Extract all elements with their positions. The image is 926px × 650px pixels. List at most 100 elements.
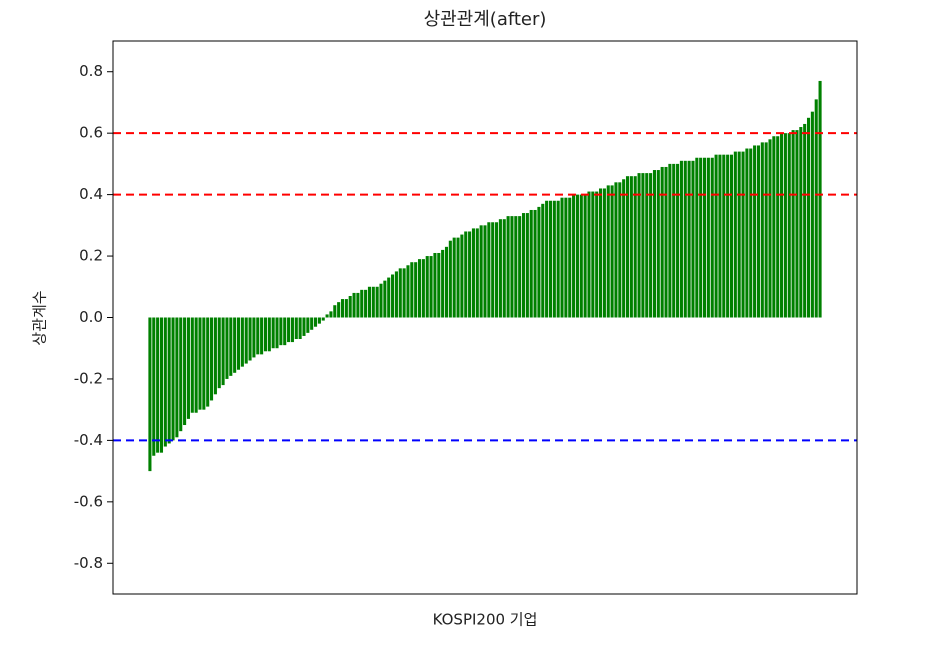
bar bbox=[260, 317, 264, 355]
bar bbox=[618, 182, 622, 318]
bar bbox=[552, 200, 556, 318]
bar bbox=[780, 133, 784, 318]
y-tick-label: -0.2 bbox=[74, 369, 103, 387]
bar bbox=[737, 151, 741, 318]
bar bbox=[518, 216, 522, 318]
bar bbox=[637, 173, 641, 318]
bar bbox=[159, 317, 164, 453]
y-axis-label: 상관계수 bbox=[31, 290, 49, 345]
bar bbox=[383, 280, 387, 318]
bar bbox=[167, 317, 171, 444]
bar bbox=[729, 154, 734, 318]
bar bbox=[379, 283, 383, 318]
bar bbox=[702, 157, 707, 318]
bar bbox=[756, 145, 760, 318]
bar bbox=[741, 151, 745, 318]
y-tick-label: -0.8 bbox=[74, 554, 103, 572]
bar bbox=[421, 259, 425, 318]
bar bbox=[753, 145, 757, 318]
y-tick-label: 0.2 bbox=[79, 247, 103, 265]
bar bbox=[206, 317, 210, 407]
bar bbox=[283, 317, 287, 346]
bar bbox=[541, 203, 545, 318]
bar bbox=[760, 142, 764, 318]
bar bbox=[652, 170, 657, 318]
bar bbox=[537, 206, 541, 318]
bar bbox=[733, 151, 737, 318]
bar bbox=[579, 194, 583, 318]
bar bbox=[722, 154, 726, 318]
bar bbox=[325, 314, 329, 318]
bar bbox=[317, 317, 321, 324]
bar bbox=[799, 127, 803, 318]
bar bbox=[302, 317, 306, 336]
y-tick-label: -0.6 bbox=[74, 492, 103, 510]
bar bbox=[194, 317, 198, 413]
bar bbox=[491, 222, 495, 318]
bar bbox=[163, 317, 167, 447]
bar bbox=[198, 317, 202, 410]
bar bbox=[406, 265, 410, 318]
bar bbox=[290, 317, 294, 343]
bar bbox=[587, 191, 591, 318]
bar bbox=[398, 268, 402, 318]
bar bbox=[464, 231, 468, 318]
bar bbox=[602, 188, 606, 318]
plot-frame bbox=[112, 40, 858, 595]
bar bbox=[649, 173, 653, 318]
bar bbox=[448, 240, 452, 318]
bar bbox=[425, 256, 429, 318]
bar bbox=[610, 185, 614, 318]
bar bbox=[683, 160, 687, 318]
bar bbox=[360, 289, 364, 318]
bar bbox=[764, 142, 768, 318]
bar bbox=[672, 163, 676, 318]
bar bbox=[329, 311, 333, 318]
bar bbox=[614, 182, 618, 318]
bar bbox=[348, 295, 352, 318]
bar bbox=[225, 317, 229, 379]
bar bbox=[514, 216, 518, 318]
bar bbox=[356, 292, 360, 318]
bar bbox=[521, 213, 526, 318]
bar bbox=[414, 262, 418, 318]
bar bbox=[726, 154, 730, 318]
bar bbox=[394, 271, 398, 318]
bar bbox=[679, 160, 683, 318]
bar bbox=[437, 252, 441, 318]
bar bbox=[229, 317, 233, 376]
bar bbox=[633, 176, 637, 318]
bar bbox=[240, 317, 244, 367]
bar bbox=[664, 166, 668, 318]
bar bbox=[441, 249, 445, 318]
bar bbox=[221, 317, 225, 386]
bar bbox=[525, 213, 529, 318]
bar bbox=[556, 200, 560, 318]
bar bbox=[375, 286, 379, 318]
bar bbox=[156, 317, 160, 453]
bar bbox=[371, 286, 375, 318]
bar bbox=[337, 302, 341, 318]
bar bbox=[772, 136, 776, 318]
bar bbox=[687, 160, 691, 318]
bar bbox=[710, 157, 714, 318]
x-axis-label: KOSPI200 기업 bbox=[433, 611, 538, 629]
bar bbox=[676, 163, 680, 318]
bar bbox=[498, 219, 502, 318]
bar bbox=[641, 173, 645, 318]
bar bbox=[795, 130, 799, 318]
bar bbox=[548, 200, 553, 318]
bar bbox=[629, 176, 633, 318]
bar bbox=[595, 191, 599, 318]
bar bbox=[244, 317, 248, 364]
bar bbox=[568, 197, 572, 318]
bar bbox=[217, 317, 221, 389]
bar bbox=[560, 197, 564, 318]
bar bbox=[263, 317, 268, 352]
bar bbox=[533, 209, 537, 318]
bar bbox=[656, 170, 660, 318]
bar bbox=[606, 185, 610, 318]
bar bbox=[313, 317, 318, 327]
bar bbox=[202, 317, 206, 410]
bar bbox=[287, 317, 291, 343]
